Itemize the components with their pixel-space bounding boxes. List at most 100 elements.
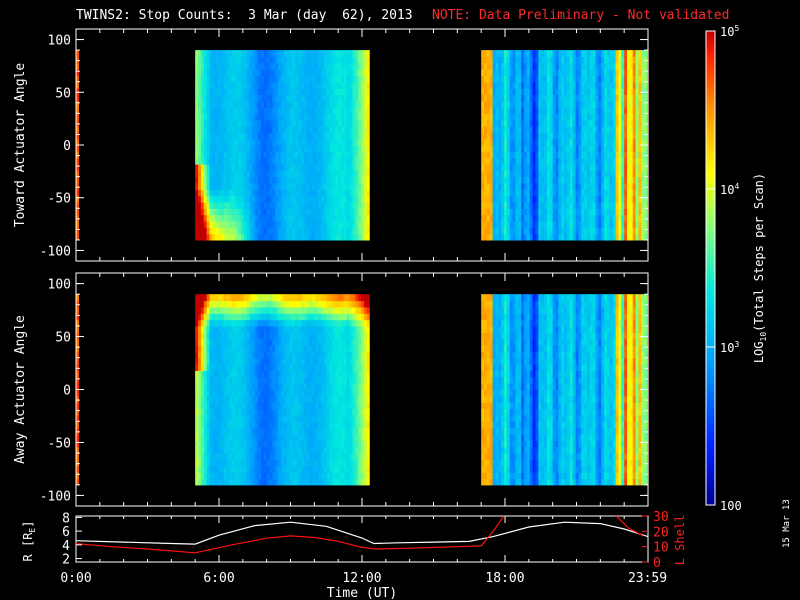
heat-cell: [278, 214, 282, 222]
heat-cell: [495, 195, 499, 203]
heat-cell: [621, 220, 625, 228]
heat-cell: [266, 306, 271, 314]
heat-cell: [498, 220, 502, 228]
heat-cell: [278, 306, 282, 314]
heat-cell: [595, 151, 600, 159]
heat-cell: [200, 233, 205, 241]
heat-cell: [220, 389, 225, 397]
heat-cell: [220, 370, 225, 378]
heat-cell: [255, 176, 259, 184]
heat-cell: [529, 201, 534, 209]
heat-cell: [332, 113, 336, 121]
heat-cell: [292, 459, 296, 467]
heat-cell: [341, 208, 345, 216]
heat-cell: [515, 157, 519, 165]
heat-cell: [240, 145, 245, 152]
heat-cell: [598, 227, 602, 235]
heat-cell: [564, 138, 568, 146]
heat-cell: [343, 50, 348, 58]
heat-cell: [335, 107, 339, 114]
heat-cell: [535, 107, 539, 114]
heat-cell: [303, 402, 308, 410]
heat-cell: [629, 56, 634, 64]
heat-cell: [366, 75, 370, 83]
heat-cell: [295, 395, 299, 403]
heat-cell: [624, 113, 628, 121]
heat-cell: [509, 119, 514, 127]
heat-cell: [292, 170, 296, 178]
heat-cell: [198, 145, 202, 152]
heat-cell: [323, 107, 328, 114]
heat-cell: [278, 351, 282, 359]
heat-cell: [635, 189, 640, 197]
heat-cell: [555, 100, 559, 108]
heat-cell: [546, 56, 551, 64]
heat-cell: [315, 138, 319, 146]
heat-cell: [298, 151, 302, 159]
heat-cell: [235, 313, 239, 321]
heat-cell: [618, 208, 622, 216]
heat-cell: [604, 201, 608, 209]
heat-cell: [283, 233, 288, 241]
heat-cell: [581, 227, 585, 235]
heat-cell: [252, 62, 256, 70]
heat-cell: [558, 151, 562, 159]
heat-cell: [509, 182, 514, 190]
heat-cell: [315, 233, 319, 241]
heat-cell: [258, 376, 262, 384]
heat-cell: [300, 408, 305, 416]
heat-cell: [203, 151, 208, 159]
heat-cell: [260, 138, 265, 146]
heat-cell: [326, 195, 331, 203]
heat-cell: [272, 75, 276, 83]
heat-cell: [601, 62, 605, 70]
heat-cell: [209, 395, 213, 403]
heat-cell: [323, 132, 328, 140]
heat-cell: [295, 440, 299, 448]
heat-cell: [218, 294, 222, 302]
heat-cell: [326, 119, 331, 127]
heat-cell: [624, 233, 628, 241]
heat-cell: [292, 325, 296, 333]
heat-cell: [332, 157, 336, 165]
heat-cell: [509, 189, 514, 197]
heat-cell: [629, 50, 634, 58]
heat-cell: [638, 88, 642, 95]
heat-cell: [512, 151, 517, 159]
heat-cell: [260, 345, 265, 352]
heat-cell: [635, 170, 640, 178]
heat-cell: [278, 459, 282, 467]
heat-cell: [581, 100, 585, 108]
heat-cell: [76, 195, 79, 203]
heat-cell: [352, 151, 356, 159]
heat-cell: [203, 427, 208, 435]
heat-cell: [627, 220, 631, 228]
heat-cell: [215, 427, 219, 435]
heat-cell: [586, 151, 591, 159]
heat-cell: [538, 88, 542, 95]
heat-cell: [312, 119, 316, 127]
heat-cell: [592, 126, 597, 133]
heat-cell: [349, 88, 354, 95]
heat-cell: [492, 56, 497, 64]
heat-cell: [318, 94, 322, 102]
heat-cell: [549, 208, 554, 216]
heat-cell: [240, 195, 245, 203]
heat-cell: [321, 94, 325, 102]
heat-cell: [644, 233, 648, 241]
heat-cell: [338, 126, 342, 133]
heat-cell: [226, 338, 231, 346]
heat-cell: [515, 145, 519, 152]
heat-cell: [243, 56, 248, 64]
heat-cell: [229, 56, 233, 64]
heat-cell: [289, 50, 294, 58]
heat-cell: [298, 478, 302, 486]
heat-cell: [238, 440, 242, 448]
heat-cell: [641, 138, 645, 146]
heat-cell: [266, 421, 271, 429]
heat-cell: [489, 50, 494, 58]
heat-cell: [504, 157, 508, 165]
heat-cell: [352, 132, 356, 140]
heat-cell: [363, 126, 368, 133]
heat-cell: [226, 478, 231, 486]
